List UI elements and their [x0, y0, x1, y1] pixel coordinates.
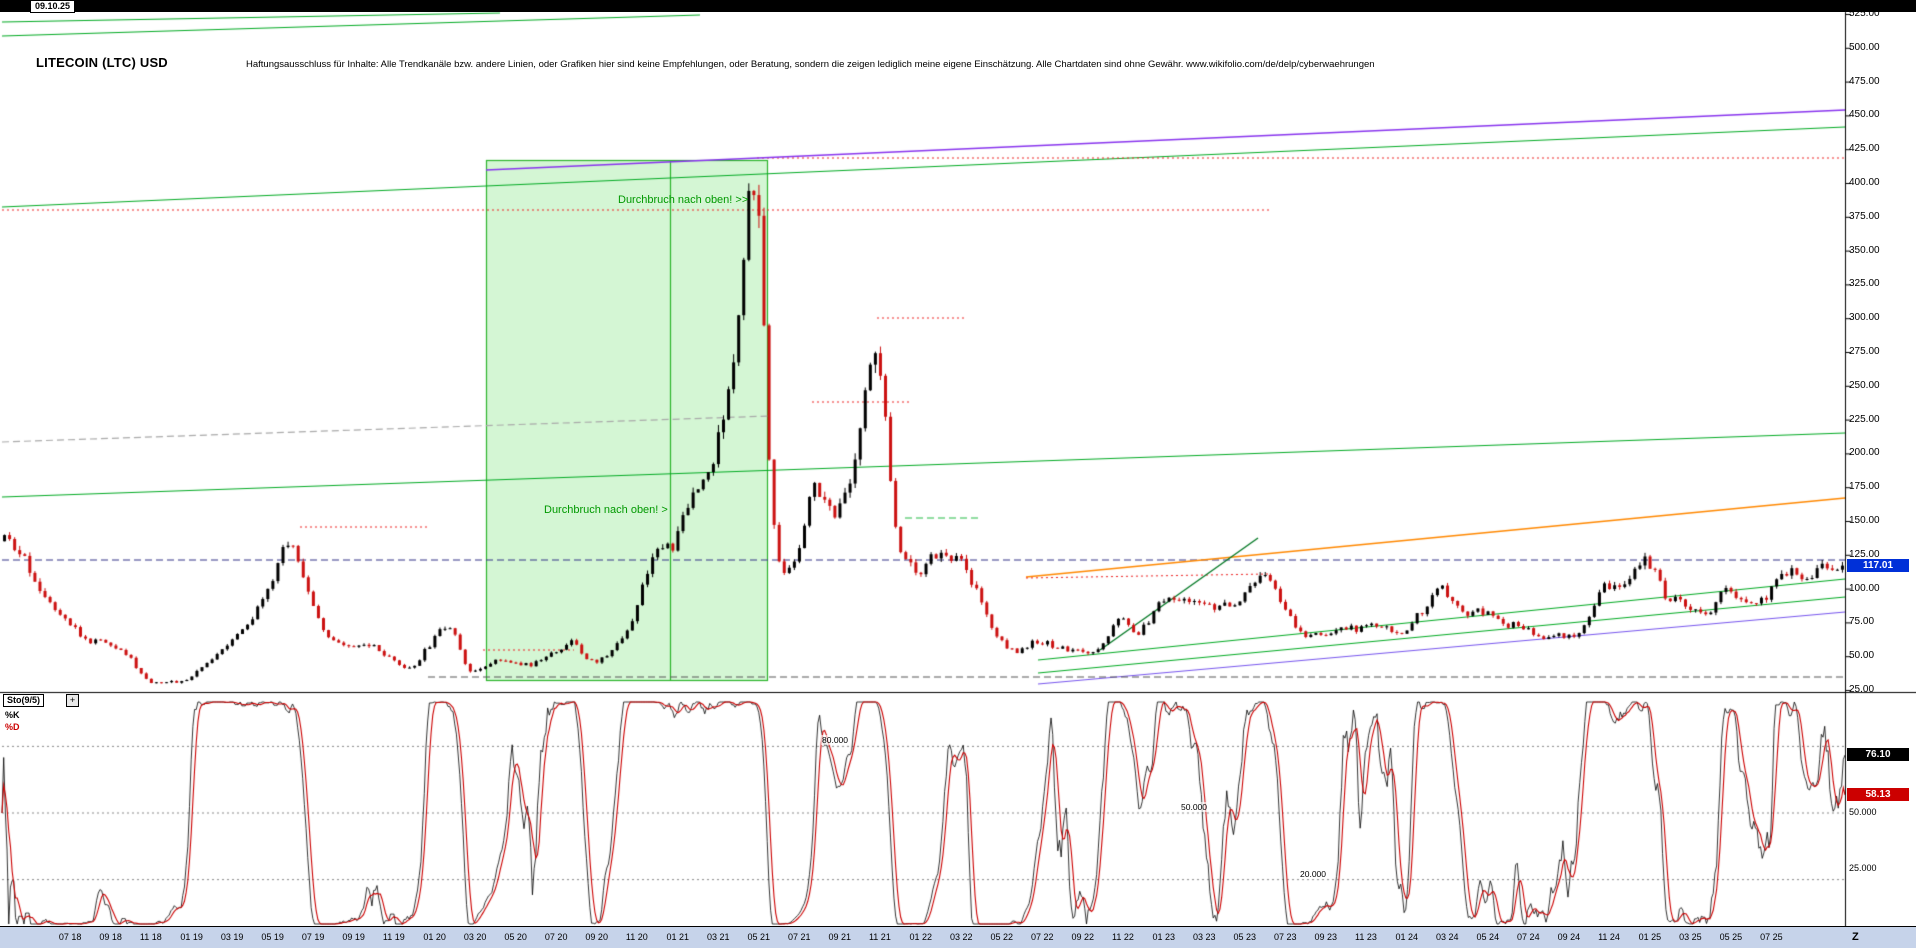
price-tick: 275.00 [1849, 346, 1880, 357]
date-axis: Z 07 18 09 18 11 18 01 19 03 19 05 19 07 19 09 … [0, 926, 1916, 948]
chart-title: LITECOIN (LTC) USD [36, 55, 168, 70]
stoch-axis-tick: 25.000 [1849, 862, 1877, 873]
date-tick: 11 24 [1598, 932, 1620, 942]
price-tick: 75.00 [1849, 616, 1875, 628]
breakout-annotation-upper: Durchbruch nach oben! >> [618, 194, 749, 206]
price-tick: 175.00 [1849, 481, 1880, 493]
price-tick: 400.00 [1849, 177, 1880, 188]
last-price-badge: 117.01 [1847, 558, 1909, 572]
stoch-axis-tick: 50.000 [1849, 807, 1877, 817]
price-tick: 425.00 [1849, 143, 1880, 155]
price-tick: 350.00 [1849, 244, 1880, 256]
price-tick: 125.00 [1849, 548, 1880, 560]
date-tick: 07 25 [1760, 932, 1783, 942]
date-tick: 05 19 [261, 932, 284, 942]
price-tick: 475.00 [1849, 75, 1880, 87]
date-tick: 09 24 [1557, 932, 1581, 942]
expand-icon[interactable]: + [66, 694, 79, 707]
date-tick: 09 22 [1071, 932, 1095, 942]
date-tick: 11 20 [625, 932, 648, 942]
date-tick: 03 24 [1436, 932, 1459, 942]
date-tick: 11 22 [1112, 932, 1134, 942]
date-tick: 01 19 [180, 932, 203, 942]
date-tick: 05 22 [990, 932, 1014, 942]
price-tick: 250.00 [1849, 379, 1880, 391]
stoch-level-label: 50.000 [1180, 802, 1208, 812]
date-tick: 01 23 [1152, 932, 1176, 942]
date-tick: 03 25 [1679, 932, 1702, 942]
date-tick: 07 23 [1274, 932, 1297, 942]
disclaimer-text: Haftungsausschluss für Inhalte: Alle Tre… [246, 59, 1375, 70]
price-tick: 225.00 [1849, 413, 1880, 425]
date-tick: 09 18 [99, 932, 122, 942]
date-tick: 07 18 [58, 932, 82, 942]
price-tick: 450.00 [1849, 109, 1880, 121]
date-tick: 03 21 [706, 932, 730, 942]
date-tick: 11 21 [868, 932, 891, 942]
date-tick: 09 19 [342, 932, 365, 942]
stoch-k-label: %K [5, 710, 20, 720]
date-tick: 05 23 [1233, 932, 1257, 942]
date-tick: 11 19 [382, 932, 405, 942]
stoch-level-label: 20.000 [1299, 868, 1327, 879]
date-tick: 07 24 [1517, 932, 1540, 942]
price-tick: 500.00 [1849, 41, 1880, 53]
date-tick: 03 19 [220, 932, 244, 942]
date-tick: 05 20 [504, 932, 527, 942]
chart-date-label: 09.10.25 [30, 0, 76, 13]
date-tick: 01 22 [909, 932, 932, 942]
date-tick: 03 23 [1193, 932, 1216, 942]
breakout-annotation-lower: Durchbruch nach oben! > [544, 504, 668, 516]
date-tick: 09 20 [585, 932, 608, 942]
stoch-d-badge: 58.13 [1847, 787, 1909, 801]
date-tick: 11 23 [1355, 932, 1377, 942]
date-tick: 05 24 [1476, 932, 1500, 942]
price-tick: 375.00 [1849, 210, 1880, 222]
date-tick: 07 20 [544, 932, 568, 942]
date-tick: 07 19 [301, 932, 325, 942]
date-tick: 11 18 [139, 932, 162, 942]
price-tick: 300.00 [1849, 312, 1880, 324]
date-tick: 01 21 [666, 932, 689, 942]
date-tick: 01 24 [1395, 932, 1419, 942]
date-tick: 07 21 [787, 932, 811, 942]
timezone-label: Z [1852, 931, 1859, 943]
date-tick: 05 21 [747, 932, 770, 942]
price-tick: 25.00 [1849, 684, 1875, 695]
price-tick: 525.00 [1849, 8, 1880, 19]
date-tick: 03 22 [949, 932, 973, 942]
date-tick: 09 23 [1314, 932, 1338, 942]
stoch-k-badge: 76.10 [1847, 748, 1909, 762]
price-tick: 325.00 [1849, 278, 1880, 290]
stoch-level-label: 80.000 [821, 735, 849, 746]
date-tick: 03 20 [463, 932, 487, 942]
price-tick: 200.00 [1849, 447, 1880, 459]
top-bar: 09.10.25 [0, 0, 1916, 13]
date-tick: 01 20 [423, 932, 446, 942]
date-tick: 07 22 [1030, 932, 1054, 942]
price-tick: 100.00 [1849, 582, 1880, 594]
date-tick: 09 21 [828, 932, 851, 942]
stoch-indicator-label[interactable]: Sto(9/5) [3, 694, 45, 707]
stoch-d-label: %D [5, 722, 20, 732]
date-tick: 05 25 [1719, 932, 1743, 942]
price-tick: 150.00 [1849, 515, 1880, 526]
date-tick: 01 25 [1638, 932, 1662, 942]
price-tick: 50.00 [1849, 650, 1875, 662]
